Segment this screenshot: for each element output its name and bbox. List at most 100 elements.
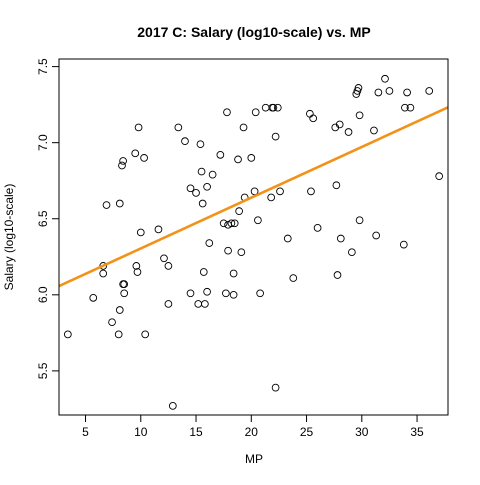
data-point — [174, 123, 183, 132]
data-point — [307, 187, 315, 196]
data-point — [374, 88, 383, 97]
data-point — [348, 248, 356, 257]
data-point — [222, 289, 230, 298]
chart-title: 2017 C: Salary (log10-scale) vs. MP — [137, 24, 370, 40]
data-point — [63, 330, 72, 339]
data-point — [99, 269, 108, 278]
data-point — [271, 383, 280, 392]
data-point — [192, 189, 200, 197]
y-tick-label: 6.0 — [36, 286, 50, 303]
y-tick-label: 5.5 — [36, 362, 50, 379]
data-point — [134, 123, 143, 132]
data-point — [203, 182, 211, 191]
data-point — [201, 300, 209, 308]
data-point — [227, 219, 236, 228]
data-point — [140, 154, 148, 162]
data-point — [133, 268, 142, 276]
data-point — [355, 111, 364, 120]
data-point — [216, 151, 225, 159]
x-tick-label: 30 — [355, 425, 369, 439]
data-point — [199, 268, 208, 276]
data-point — [399, 240, 408, 249]
data-point — [181, 137, 189, 146]
data-point — [197, 167, 206, 176]
data-point — [372, 231, 381, 240]
data-point — [354, 84, 363, 92]
data-point — [141, 330, 150, 339]
data-point — [119, 157, 127, 165]
data-point — [168, 402, 177, 410]
data-point — [203, 287, 211, 296]
data-point — [283, 234, 292, 243]
y-tick-label: 7.0 — [36, 134, 50, 151]
data-point — [333, 271, 342, 279]
data-point — [160, 254, 168, 263]
data-point — [237, 248, 246, 257]
y-tick-label: 7.5 — [36, 58, 50, 75]
x-tick-label: 35 — [410, 425, 424, 439]
data-point — [224, 246, 232, 255]
data-point — [164, 300, 173, 308]
data-point — [223, 108, 231, 117]
data-point — [194, 300, 203, 308]
data-point — [403, 88, 411, 97]
data-point — [120, 289, 129, 298]
data-point — [435, 172, 444, 181]
data-point — [164, 262, 173, 270]
x-axis-label: MP — [245, 452, 263, 466]
data-point — [332, 181, 341, 190]
data-point — [261, 103, 270, 112]
data-point — [306, 109, 314, 118]
data-point — [336, 234, 345, 243]
data-point — [276, 187, 284, 196]
plot-frame — [58, 58, 449, 416]
data-point — [229, 290, 238, 299]
axes: 5 10 15 20 25 30 35 5.5 6.0 6.5 7.0 7.5 — [36, 58, 449, 439]
data-point — [309, 114, 318, 123]
data-point — [234, 155, 242, 164]
data-point — [289, 274, 298, 282]
data-point — [401, 103, 409, 112]
data-point — [355, 216, 364, 225]
data-point — [406, 103, 415, 112]
data-point — [115, 199, 124, 208]
data-point — [271, 132, 280, 141]
data-point — [108, 318, 116, 327]
data-point — [239, 123, 248, 132]
data-point — [186, 289, 195, 298]
x-tick-label: 10 — [134, 425, 148, 439]
data-point — [313, 224, 322, 232]
data-point — [102, 201, 111, 209]
data-point — [425, 87, 434, 95]
trend-line — [59, 106, 448, 288]
y-axis-label: Salary (log10-scale) — [2, 184, 16, 291]
data-point — [131, 149, 140, 158]
x-tick-label: 15 — [189, 425, 203, 439]
data-point — [154, 225, 163, 234]
data-point — [370, 126, 378, 135]
y-tick-label: 6.5 — [36, 210, 50, 227]
data-point — [251, 108, 260, 117]
data-point — [247, 154, 256, 162]
data-point — [132, 262, 141, 270]
data-point — [196, 140, 205, 149]
data-point — [269, 103, 278, 112]
data-point — [344, 128, 353, 136]
data-point — [273, 103, 282, 112]
data-point — [136, 228, 145, 237]
data-point — [385, 87, 394, 95]
x-tick-label: 5 — [82, 425, 89, 439]
data-point — [219, 219, 228, 228]
data-point — [120, 280, 129, 289]
data-point — [256, 289, 264, 298]
data-point — [115, 306, 124, 314]
data-point — [114, 330, 123, 339]
x-tick-label: 20 — [245, 425, 259, 439]
data-point — [254, 216, 262, 225]
data-point — [198, 199, 207, 208]
data-point — [205, 239, 214, 247]
data-point — [235, 207, 243, 215]
data-point — [230, 219, 239, 228]
